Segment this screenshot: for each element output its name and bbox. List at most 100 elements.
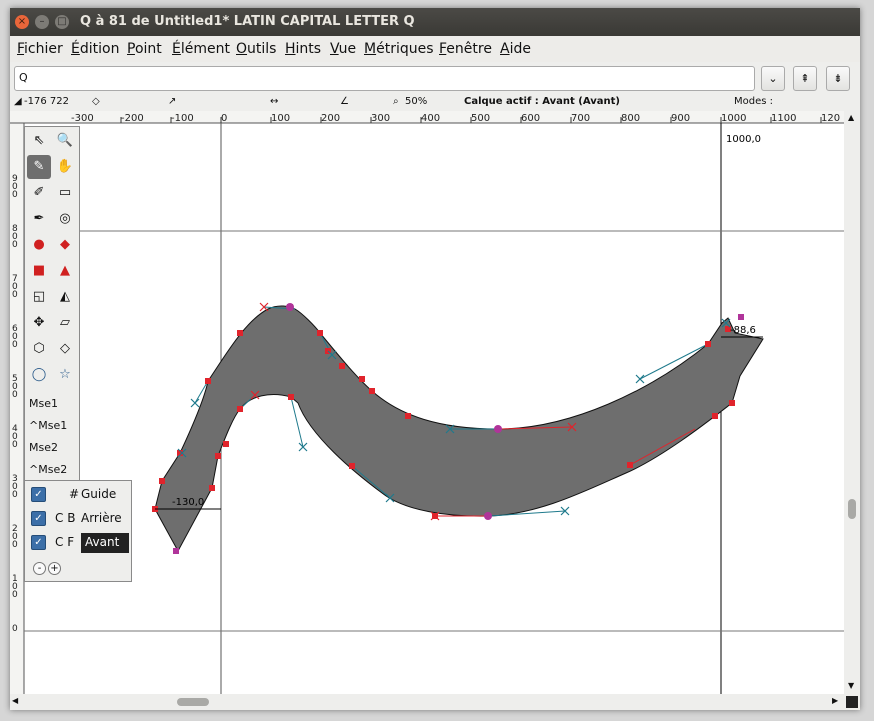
menu-metriques[interactable]: Métriques [364, 41, 434, 57]
on-curve-point[interactable] [237, 406, 243, 412]
off-curve-point[interactable] [445, 424, 455, 434]
add-layer-button[interactable]: + [48, 562, 61, 575]
off-curve-point[interactable] [567, 422, 577, 432]
ruler-tick-label: 0 [12, 182, 18, 192]
on-curve-point[interactable] [209, 485, 215, 491]
ellipse-tool-icon[interactable]: ◯ [31, 367, 47, 382]
hv-curve-point-tool-icon[interactable]: ◆ [60, 237, 70, 252]
layer-type: C F [55, 535, 75, 549]
maximize-button[interactable]: □ [55, 15, 69, 29]
on-curve-point[interactable] [359, 376, 365, 382]
tangent-point-tool-icon[interactable]: ▲ [60, 263, 70, 278]
minimize-button[interactable]: – [35, 15, 49, 29]
menu-hints[interactable]: Hints [285, 41, 322, 57]
star-tool-icon[interactable]: ☆ [59, 367, 71, 382]
off-curve-point[interactable] [327, 350, 337, 360]
on-curve-point[interactable] [223, 441, 229, 447]
layer-row-arriere[interactable]: ✓ C B Arrière [29, 509, 129, 529]
ruler-tick-label: 0 [12, 290, 18, 300]
on-curve-point[interactable] [317, 330, 323, 336]
menu-outils[interactable]: Outils [236, 41, 277, 57]
resize-grip-icon[interactable] [846, 696, 858, 708]
perspective-tool-icon[interactable]: ◇ [60, 341, 70, 356]
on-curve-point[interactable] [177, 450, 183, 456]
on-curve-point[interactable] [339, 363, 345, 369]
on-curve-point[interactable] [349, 463, 355, 469]
off-curve-point[interactable] [250, 390, 260, 400]
on-curve-point[interactable] [405, 413, 411, 419]
on-curve-lines [435, 426, 696, 517]
menu-aide[interactable]: Aide [500, 41, 531, 57]
off-curve-point[interactable] [430, 511, 440, 521]
vertical-scrollbar[interactable]: ▲ ▼ [844, 111, 860, 694]
off-curve-point[interactable] [385, 493, 395, 503]
menu-vue[interactable]: Vue [330, 41, 357, 57]
on-curve-point[interactable] [725, 326, 731, 332]
pencil-tool-icon[interactable]: ✎ [27, 155, 51, 179]
corner-point-tool-icon[interactable]: ■ [32, 263, 46, 278]
horizontal-scrollbar[interactable]: ◀ ▶ [10, 694, 858, 710]
pointer-tool-icon[interactable]: ⇖ [33, 133, 45, 148]
ctrl-mouse2-label: ^Mse2 [29, 463, 68, 476]
on-curve-point[interactable] [205, 378, 211, 384]
flip-tool-icon[interactable]: ◭ [60, 289, 70, 304]
pen-tool-icon[interactable]: ✒ [33, 211, 45, 226]
off-curve-points[interactable] [177, 302, 731, 521]
scroll-left-icon[interactable]: ◀ [12, 696, 19, 705]
advance-label: 1000,0 [726, 134, 761, 145]
off-curve-point[interactable] [721, 318, 731, 328]
on-curve-point[interactable] [159, 478, 165, 484]
menu-element[interactable]: Élément [172, 41, 230, 57]
off-curve-point[interactable] [177, 448, 187, 458]
glyph-canvas[interactable]: -300 -200 -100 0 100 200 300 400 500 600 700 800 900… [10, 111, 844, 694]
on-curve-point[interactable] [215, 453, 221, 459]
scroll-up-icon[interactable]: ▲ [848, 113, 855, 122]
horizontal-scroll-thumb[interactable] [177, 698, 209, 706]
menu-fichier[interactable]: Fichier [17, 41, 63, 57]
magnify-tool-icon[interactable]: 🔍 [56, 133, 74, 148]
scroll-right-icon[interactable]: ▶ [832, 696, 839, 705]
glyph-name-field[interactable]: Q [14, 66, 755, 91]
layer-visible-checkbox[interactable]: ✓ [31, 535, 46, 550]
on-curve-point[interactable] [288, 394, 294, 400]
rotate-tool-icon[interactable]: ✥ [33, 315, 45, 330]
menu-point[interactable]: Point [127, 41, 162, 57]
spiro-tool-icon[interactable]: ◎ [59, 211, 71, 226]
on-curve-point[interactable] [729, 400, 735, 406]
off-curve-point[interactable] [560, 506, 570, 516]
next-glyph-button[interactable]: ⇟ [826, 66, 850, 91]
curve-point-tool-icon[interactable]: ● [33, 237, 45, 252]
glyph-dropdown-button[interactable]: ⌄ [761, 66, 785, 91]
off-curve-point[interactable] [635, 374, 645, 384]
layer-row-avant[interactable]: ✓ C F Avant [29, 533, 129, 553]
layer-row-guide[interactable]: ✓ # Guide [29, 485, 129, 505]
previous-glyph-button[interactable]: ⇞ [793, 66, 817, 91]
menu-edition[interactable]: Édition [71, 41, 120, 57]
ruler-tick-label: 200 [321, 113, 340, 124]
3d-rotate-tool-icon[interactable]: ⬡ [33, 341, 45, 356]
vertical-scroll-thumb[interactable] [848, 499, 856, 519]
on-curve-point[interactable] [627, 462, 633, 468]
off-curve-point[interactable] [259, 302, 269, 312]
close-button[interactable]: × [15, 15, 29, 29]
glyph-outline[interactable] [154, 305, 764, 553]
ruler-tool-icon[interactable]: ▭ [58, 185, 72, 200]
menu-fenetre[interactable]: Fenêtre [439, 41, 492, 57]
on-curve-point[interactable] [237, 330, 243, 336]
extremum-points[interactable] [173, 303, 744, 554]
skew-tool-icon[interactable]: ▱ [60, 315, 70, 330]
ruler-tick-label: 0 [12, 624, 18, 634]
scale-tool-icon[interactable]: ◱ [32, 289, 46, 304]
knife-tool-icon[interactable]: ✐ [33, 185, 45, 200]
hand-tool-icon[interactable]: ✋ [56, 159, 74, 174]
layer-visible-checkbox[interactable]: ✓ [31, 487, 46, 502]
horizontal-ruler [10, 111, 844, 123]
on-curve-point[interactable] [705, 341, 711, 347]
on-curve-point[interactable] [712, 413, 718, 419]
off-curve-point[interactable] [298, 442, 308, 452]
off-curve-point[interactable] [190, 398, 200, 408]
remove-layer-button[interactable]: - [33, 562, 46, 575]
on-curve-point[interactable] [369, 388, 375, 394]
scroll-down-icon[interactable]: ▼ [848, 681, 855, 690]
layer-visible-checkbox[interactable]: ✓ [31, 511, 46, 526]
